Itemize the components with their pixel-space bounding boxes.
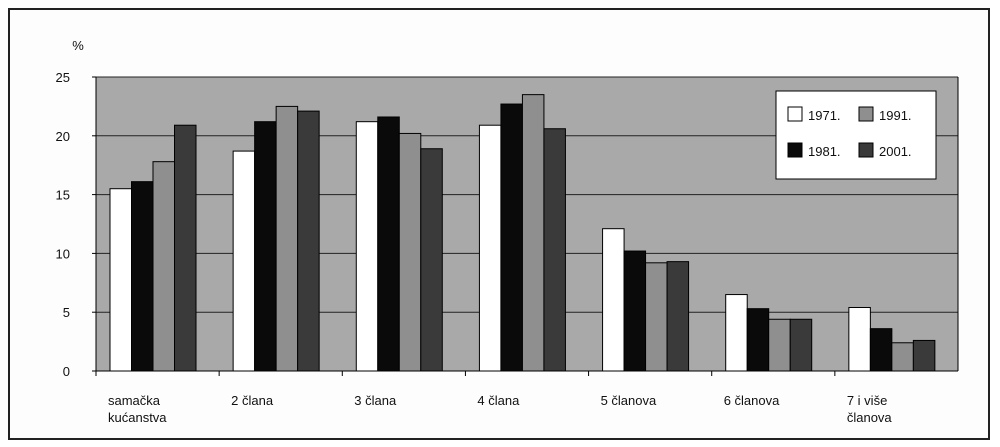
legend: 1971. 1991. 1981. 2001. <box>775 90 937 180</box>
bar-1991-5 <box>768 318 791 372</box>
legend-label-2001: 2001. <box>879 144 912 159</box>
bar-1971-5 <box>725 294 748 372</box>
legend-swatch-1981 <box>787 142 803 158</box>
x-tick-label: 2 člana <box>231 393 274 408</box>
bar-1971-3 <box>478 124 502 372</box>
bar-1971-4 <box>602 228 625 372</box>
x-tick-label: 4 člana <box>477 393 520 408</box>
y-tick-label: 0 <box>63 364 70 379</box>
bar-1981-4 <box>623 250 647 372</box>
bar-1981-3 <box>500 103 523 372</box>
legend-label-1991: 1991. <box>879 108 912 123</box>
bar-1991-1 <box>275 105 299 372</box>
bar-1971-0 <box>109 188 132 372</box>
bar-2001-1 <box>297 110 320 372</box>
y-tick-label: 10 <box>56 246 70 261</box>
bar-1981-2 <box>377 116 400 372</box>
y-tick-label: 25 <box>56 70 70 85</box>
bar-2001-0 <box>174 124 197 372</box>
x-tick-label: 6 članova <box>724 393 780 408</box>
legend-box <box>775 90 937 180</box>
bar-1971-2 <box>355 121 379 372</box>
bar-1981-5 <box>746 308 770 372</box>
bar-1991-2 <box>398 132 422 372</box>
bar-1981-1 <box>254 121 277 372</box>
bar-2001-4 <box>666 261 690 372</box>
x-tick-label: 3 člana <box>354 393 397 408</box>
y-axis-label: % <box>72 38 84 53</box>
bar-2001-3 <box>543 128 566 372</box>
legend-label-1971: 1971. <box>808 108 841 123</box>
bar-1991-6 <box>891 342 914 372</box>
legend-swatch-2001 <box>858 142 874 158</box>
bar-1971-6 <box>848 306 871 372</box>
bar-1981-6 <box>869 328 893 372</box>
legend-swatch-1991 <box>858 106 874 122</box>
y-tick-label: 20 <box>56 129 70 144</box>
x-tick-label: 5 članova <box>601 393 657 408</box>
bar-1991-4 <box>645 262 668 372</box>
axes: 0 5 10 15 20 25 <box>56 70 959 379</box>
bar-2001-5 <box>789 318 813 372</box>
y-tick-label: 5 <box>63 305 70 320</box>
x-tick-label: samačka kućanstva <box>108 393 167 425</box>
bar-2001-6 <box>912 339 936 372</box>
bar-2001-2 <box>420 148 443 372</box>
legend-swatch-1971 <box>787 106 803 122</box>
bar-1981-0 <box>131 181 154 372</box>
bars <box>109 94 936 372</box>
legend-label-1981: 1981. <box>808 144 841 159</box>
x-axis-labels: samačka kućanstva 2 člana 3 člana 4 člana 5 č… <box>108 393 892 425</box>
bar-1991-3 <box>521 94 545 372</box>
bar-1971-1 <box>232 150 256 372</box>
x-tick-label: 7 i više članova <box>847 393 893 425</box>
bar-1991-0 <box>152 161 175 372</box>
y-tick-label: 15 <box>56 188 70 203</box>
